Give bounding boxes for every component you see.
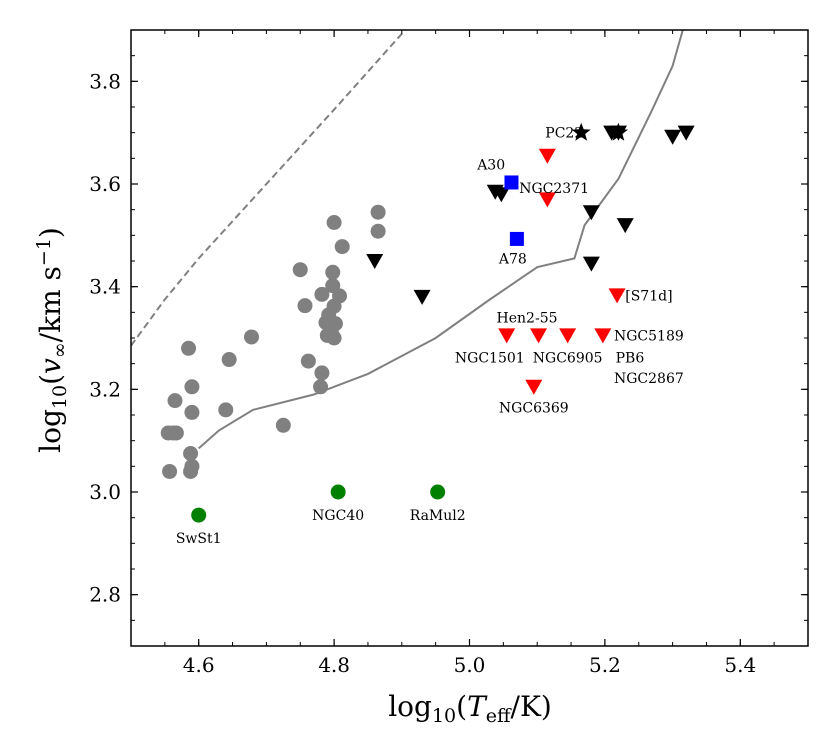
point-triangle-down-s3 (530, 328, 548, 344)
point-circle-s0 (313, 379, 329, 395)
point-circle-s0 (184, 404, 200, 420)
annotation-label: NGC5189 (614, 328, 684, 344)
point-triangle-down-s1 (677, 125, 695, 141)
x-axis-title: log10(Teff/K) (388, 690, 552, 727)
x-tick-label: 4.8 (318, 653, 350, 677)
x-tick-label: 5.2 (589, 653, 621, 677)
dashed-model-curve (131, 30, 406, 347)
point-triangle-down-s3 (594, 328, 612, 344)
annotation-label: NGC6369 (499, 400, 569, 416)
point-circle-s0 (370, 223, 386, 239)
point-circle-s0 (332, 288, 348, 304)
annotation-label: RaMul2 (410, 508, 466, 524)
point-star-s2 (608, 122, 628, 141)
point-circle-s0 (244, 329, 260, 345)
solid-model-curve (198, 30, 684, 450)
point-circle-s0 (314, 365, 330, 381)
y-tick-label: 3.0 (89, 480, 121, 504)
point-circle-s5 (330, 484, 346, 500)
annotation-label: NGC1501 (455, 351, 525, 367)
point-triangle-down-s3 (608, 288, 626, 304)
point-circle-s0 (326, 215, 342, 230)
y-tick-label: 3.2 (89, 377, 121, 401)
point-triangle-down-s3 (525, 379, 543, 395)
point-triangle-down-s1 (664, 129, 682, 145)
model-curves (131, 30, 684, 450)
point-triangle-down-s1 (582, 205, 600, 221)
annotation-label: A78 (498, 251, 527, 267)
point-circle-s0 (181, 340, 197, 356)
point-circle-s5 (430, 484, 446, 500)
point-circle-s0 (183, 446, 199, 461)
point-circle-s0 (300, 353, 316, 369)
point-square-s4 (509, 231, 524, 246)
point-circle-s0 (334, 239, 350, 255)
point-circle-s0 (218, 402, 234, 418)
point-star-s2 (571, 122, 591, 141)
point-circle-s0 (183, 463, 199, 479)
y-tick-label: 2.8 (89, 583, 121, 607)
point-circle-s5 (191, 507, 207, 523)
annotation-label: NGC2371 (519, 181, 589, 197)
annotation-label: NGC40 (312, 508, 364, 524)
point-annotations: PC22 A30 NGC2371 A78 [S71d] Hen2-55 NGC5189 NGC… (176, 126, 684, 548)
annotation-label: A30 (476, 157, 505, 173)
plot-frame (130, 29, 809, 647)
point-circle-s0 (184, 379, 200, 395)
point-triangle-down-s3 (498, 328, 516, 344)
annotation-label: PC22 (545, 126, 583, 142)
point-circle-s0 (162, 463, 178, 479)
point-circle-s0 (167, 393, 183, 409)
point-triangle-down-s1 (413, 289, 431, 305)
point-triangle-down-s3 (538, 192, 556, 208)
y-tick-label: 3.8 (89, 69, 121, 93)
annotation-label: NGC2867 (614, 371, 684, 387)
point-circle-s0 (326, 330, 342, 346)
point-circle-s0 (370, 204, 386, 220)
x-tick-label: 4.6 (183, 653, 215, 677)
point-triangle-down-s1 (616, 218, 634, 234)
annotation-label: [S71d] (625, 288, 672, 304)
point-circle-s0 (221, 352, 237, 368)
point-triangle-down-s3 (559, 328, 577, 344)
y-axis-title: log10(v∞/km s−1) (33, 227, 71, 453)
y-tick-label: 3.4 (89, 275, 121, 299)
point-circle-s0 (297, 298, 313, 314)
annotation-label: PB6 (616, 351, 645, 367)
point-circle-s0 (275, 417, 291, 433)
y-tick-label: 3.6 (89, 172, 121, 196)
axes: 4.6 4.8 5.0 5.2 5.4 2.8 3.0 3.2 3.4 3.6 3.8 (89, 29, 809, 677)
point-circle-s0 (314, 286, 330, 302)
x-tick-label: 5.4 (724, 653, 756, 677)
x-tick-label: 5.0 (454, 653, 486, 677)
point-square-s4 (504, 175, 519, 190)
data-points (160, 122, 695, 523)
point-triangle-down-s1 (366, 254, 384, 269)
annotation-label: NGC6905 (533, 351, 603, 367)
annotation-label: SwSt1 (176, 531, 222, 547)
annotation-label: Hen2-55 (497, 310, 558, 326)
point-circle-s0 (325, 264, 341, 280)
point-circle-s0 (327, 316, 343, 332)
point-circle-s0 (168, 425, 184, 441)
point-circle-s0 (292, 262, 308, 278)
point-triangle-down-s1 (582, 256, 600, 272)
point-triangle-down-s1 (492, 187, 510, 203)
point-triangle-down-s3 (538, 148, 556, 164)
